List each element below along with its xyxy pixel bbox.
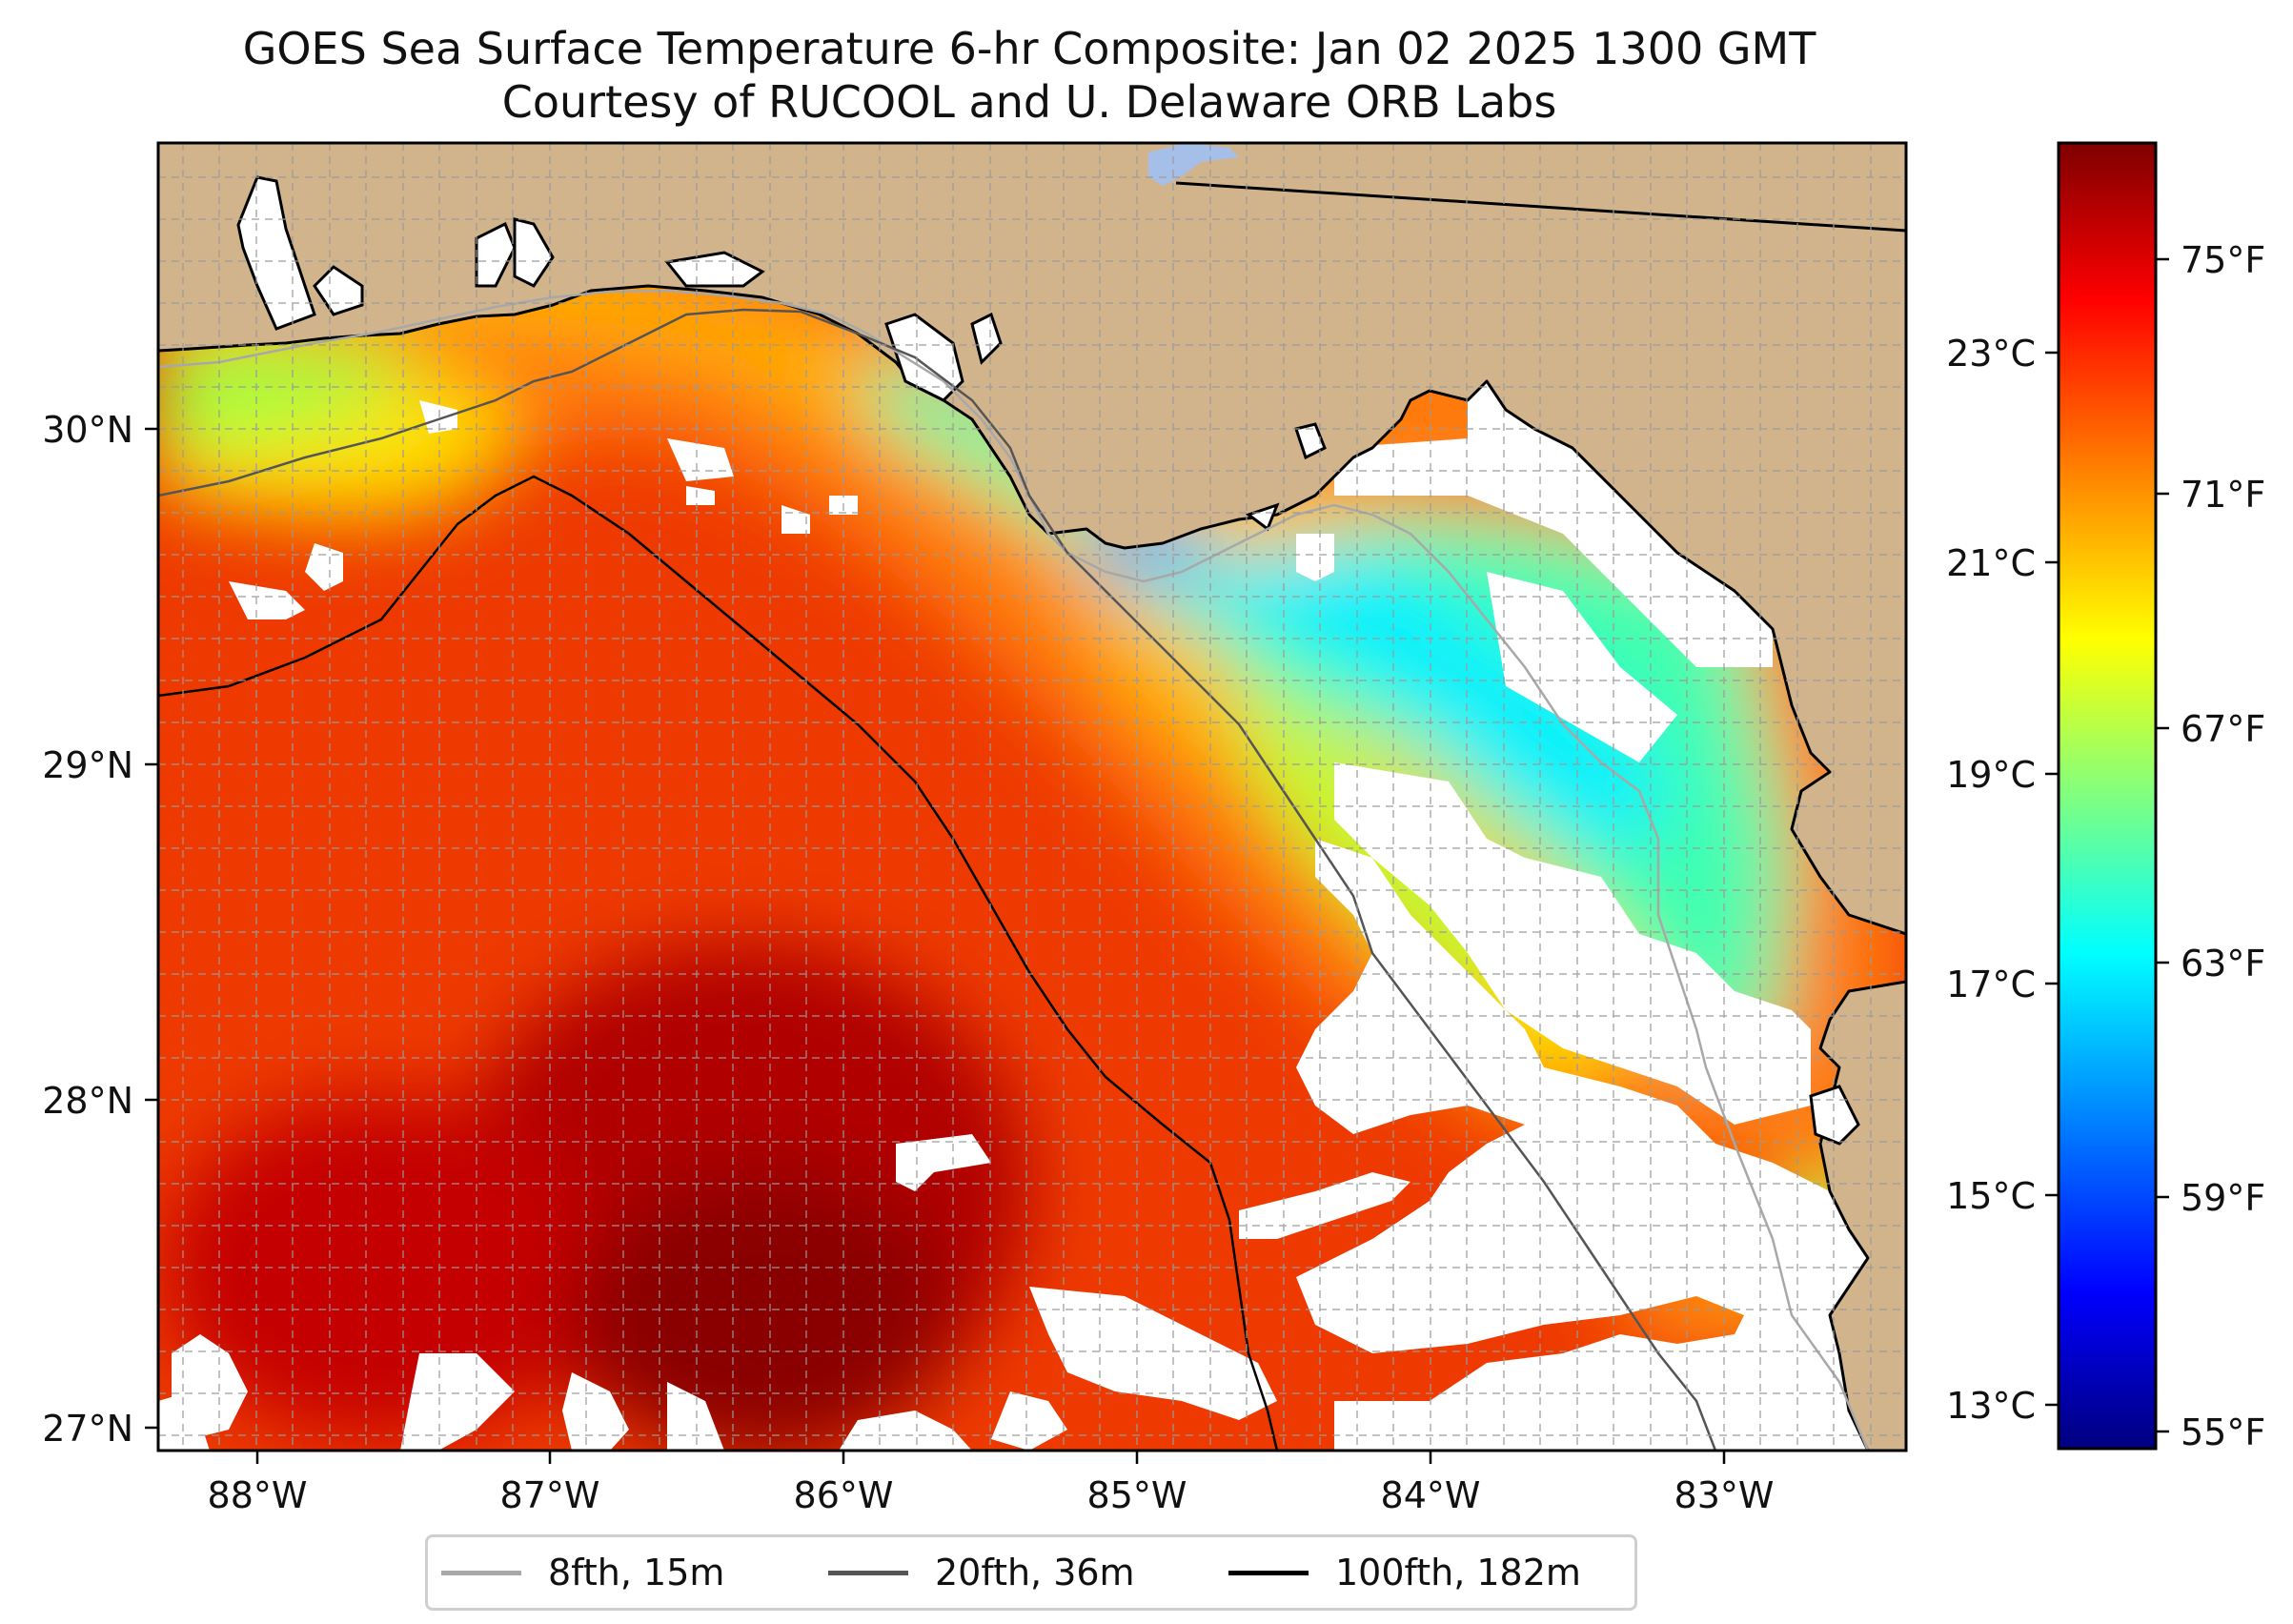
legend-label: 100fth, 182m (1335, 1552, 1581, 1594)
colorbar-fahrenheit-label: 59°F (2181, 1177, 2265, 1219)
legend-swatch (1228, 1571, 1309, 1575)
colorbar-celsius-label: 19°C (1946, 754, 2036, 796)
lat-label: 27°N (42, 1408, 133, 1450)
colorbar-fahrenheit-label: 71°F (2181, 474, 2265, 516)
lat-label: 28°N (42, 1080, 133, 1122)
lon-label: 88°W (208, 1474, 308, 1516)
map-figure: GOES Sea Surface Temperature 6-hr Compos… (0, 0, 2293, 1624)
colorbar-fahrenheit-label: 63°F (2181, 943, 2265, 985)
legend-label: 8fth, 15m (548, 1552, 724, 1594)
colorbar-celsius-label: 15°C (1946, 1175, 2036, 1217)
legend-item-100fth: 100fth, 182m (1228, 1537, 1581, 1608)
colorbar-celsius-label: 21°C (1946, 542, 2036, 584)
lon-label: 83°W (1674, 1474, 1775, 1516)
lat-label: 29°N (42, 744, 133, 786)
legend-item-20fth: 20fth, 36m (828, 1537, 1135, 1608)
contour-legend: 8fth, 15m 20fth, 36m 100fth, 182m (425, 1534, 1637, 1611)
colorbar (2059, 143, 2156, 1449)
map-plot-area (152, 143, 1906, 1458)
map-canvas: 88°W 87°W 86°W 85°W 84°W 83°W 30°N 29°N … (0, 0, 2293, 1624)
colorbar-fahrenheit-label: 55°F (2181, 1411, 2265, 1453)
legend-label: 20fth, 36m (935, 1552, 1135, 1594)
legend-item-8fth: 8fth, 15m (441, 1537, 724, 1608)
colorbar-celsius-label: 17°C (1946, 964, 2036, 1005)
legend-swatch (828, 1571, 908, 1575)
colorbar-celsius-label: 13°C (1946, 1385, 2036, 1427)
lon-label: 85°W (1087, 1474, 1187, 1516)
colorbar-celsius-label: 23°C (1946, 333, 2036, 375)
lon-label: 86°W (794, 1474, 894, 1516)
lon-label: 84°W (1381, 1474, 1481, 1516)
legend-swatch (441, 1571, 521, 1575)
lon-label: 87°W (500, 1474, 600, 1516)
lat-label: 30°N (42, 409, 133, 451)
colorbar-fahrenheit-label: 67°F (2181, 708, 2265, 750)
colorbar-fahrenheit-label: 75°F (2181, 239, 2265, 281)
